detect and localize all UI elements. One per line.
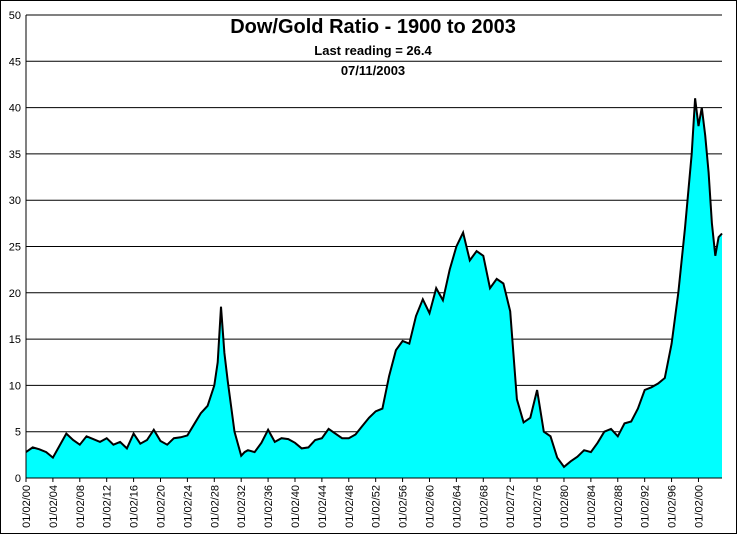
x-tick-label: 01/02/88	[613, 485, 625, 528]
x-tick-label: 01/02/96	[667, 485, 679, 528]
chart-date-label: 07/11/2003	[341, 63, 405, 78]
x-tick-label: 01/02/32	[236, 485, 248, 528]
x-tick-label: 01/02/20	[155, 485, 167, 528]
y-tick-label: 20	[9, 288, 21, 300]
x-tick-label: 01/02/80	[559, 485, 571, 528]
chart-title: Dow/Gold Ratio - 1900 to 2003	[230, 16, 516, 38]
ratio-area-fill	[26, 98, 722, 479]
x-tick-label: 01/02/28	[209, 485, 221, 528]
x-tick-label: 01/02/00	[693, 485, 705, 528]
x-tick-label: 01/02/64	[451, 485, 463, 528]
y-tick-label: 10	[9, 380, 21, 392]
y-tick-label: 35	[9, 149, 21, 161]
x-tick-label: 01/02/60	[424, 485, 436, 528]
y-tick-label: 50	[9, 10, 21, 22]
x-tick-label: 01/02/00	[21, 485, 33, 528]
x-tick-label: 01/02/16	[129, 485, 141, 528]
y-tick-label: 25	[9, 242, 21, 254]
x-tick-label: 01/02/92	[640, 485, 652, 528]
x-tick-label: 01/02/52	[371, 485, 383, 528]
x-tick-label: 01/02/04	[48, 485, 60, 528]
x-tick-label: 01/02/08	[75, 485, 87, 528]
y-tick-label: 15	[9, 334, 21, 346]
x-tick-label: 01/02/12	[102, 485, 114, 528]
x-tick-label: 01/02/24	[182, 485, 194, 528]
y-tick-label: 5	[15, 427, 21, 439]
x-tick-label: 01/02/44	[317, 485, 329, 528]
x-tick-labels: 01/02/00 01/02/04 01/02/08 01/02/12 01/02/16…	[21, 478, 705, 528]
chart-subtitle: Last reading = 26.4	[314, 43, 432, 58]
x-tick-label: 01/02/84	[586, 485, 598, 528]
y-tick-label: 0	[15, 473, 21, 485]
y-tick-label: 45	[9, 56, 21, 68]
x-tick-label: 01/02/68	[478, 485, 490, 528]
x-tick-label: 01/02/72	[505, 485, 517, 528]
x-tick-label: 01/02/56	[398, 485, 410, 528]
x-tick-label: 01/02/40	[290, 485, 302, 528]
y-tick-labels: 0 5 10 15 20 25 30 35 40 45 50	[9, 10, 21, 485]
y-tick-label: 30	[9, 195, 21, 207]
ratio-series-line	[25, 98, 723, 469]
x-tick-label: 01/02/48	[344, 485, 356, 528]
x-tick-label: 01/02/36	[263, 485, 275, 528]
y-tick-label: 40	[9, 103, 21, 115]
x-tick-label: 01/02/76	[532, 485, 544, 528]
